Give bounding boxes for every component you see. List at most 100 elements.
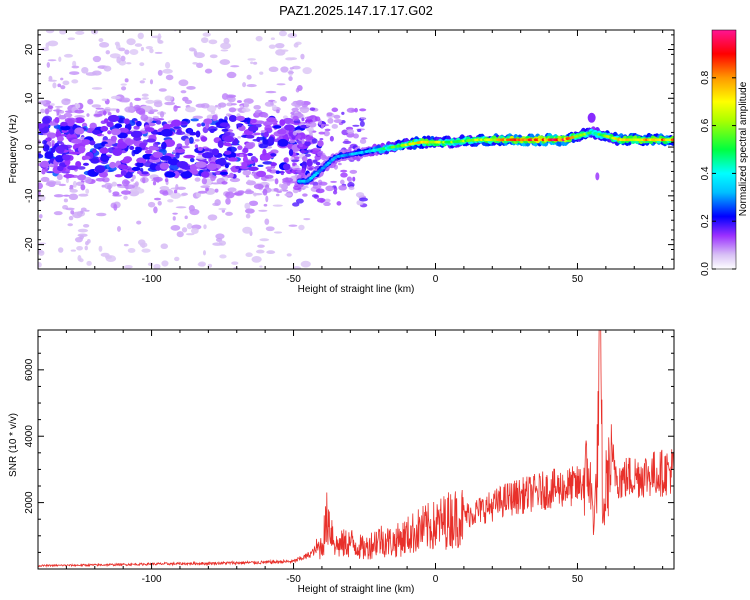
- heat-blob: [51, 140, 55, 145]
- heat-blob: [324, 128, 331, 132]
- heat-blob: [317, 140, 324, 147]
- heat-blob: [172, 216, 176, 221]
- heat-blob: [77, 233, 88, 238]
- heat-blob: [107, 130, 112, 135]
- heat-blob: [46, 171, 55, 174]
- heat-blob: [194, 139, 200, 142]
- heat-blob: [243, 102, 250, 108]
- heat-blob: [160, 243, 169, 250]
- heat-blob: [118, 47, 126, 52]
- heat-blob: [190, 118, 199, 122]
- heat-blob: [155, 164, 162, 171]
- heat-blob: [107, 24, 111, 28]
- spectrogram-heatmap: [38, 23, 674, 269]
- heat-blob: [229, 177, 241, 183]
- heat-blob: [197, 190, 208, 194]
- heat-blob: [312, 147, 322, 151]
- heat-blob: [248, 125, 259, 132]
- heat-blob: [232, 140, 238, 146]
- snr-xlabel: Height of straight line (km): [298, 584, 415, 595]
- heat-blob: [300, 148, 305, 154]
- heat-blob: [340, 172, 348, 178]
- heat-blob: [46, 61, 51, 68]
- heat-blob: [250, 118, 257, 124]
- heat-blob: [291, 159, 299, 163]
- heat-blob: [214, 188, 219, 193]
- heat-blob: [194, 177, 201, 182]
- heat-blob: [301, 168, 306, 174]
- heat-blob: [302, 67, 312, 75]
- heat-blob: [266, 178, 275, 182]
- heat-blob: [326, 112, 333, 117]
- heat-blob: [244, 190, 255, 195]
- heat-blob: [220, 49, 229, 52]
- heat-blob: [67, 37, 76, 41]
- heat-blob: [347, 181, 355, 188]
- heat-blob: [169, 163, 179, 171]
- heat-blob: [248, 24, 256, 29]
- heat-blob: [194, 144, 199, 149]
- heat-blob: [117, 164, 127, 170]
- heat-blob: [323, 130, 330, 137]
- heat-blob: [74, 115, 86, 119]
- heat-blob: [172, 212, 178, 215]
- heat-blob: [236, 100, 242, 104]
- heat-blob: [203, 118, 213, 125]
- heat-blob: [292, 162, 296, 167]
- heat-blob: [242, 147, 249, 154]
- heat-blob: [85, 72, 97, 76]
- heat-blob: [275, 170, 280, 174]
- heat-blob: [86, 260, 92, 266]
- heat-blob: [52, 82, 57, 89]
- heat-blob: [67, 165, 79, 171]
- heat-blob: [200, 136, 208, 142]
- heat-blob: [136, 220, 142, 225]
- heat-blob: [336, 201, 342, 206]
- heat-blob: [273, 188, 279, 192]
- heat-blob: [45, 30, 55, 34]
- snr-ylabel: SNR (10 * v/v): [8, 413, 19, 477]
- heat-blob: [112, 148, 123, 156]
- heat-blob: [217, 140, 224, 148]
- heat-blob: [256, 136, 261, 142]
- heat-blob: [186, 223, 193, 230]
- y-tick-label: 10: [24, 92, 35, 104]
- heat-blob: [291, 107, 299, 112]
- heat-blob: [71, 79, 79, 84]
- heat-blob: [100, 125, 109, 132]
- heat-blob: [60, 121, 68, 127]
- heat-blob: [176, 186, 186, 190]
- heat-blob: [211, 114, 218, 122]
- heat-blob: [202, 32, 211, 37]
- heat-blob: [137, 32, 144, 40]
- heat-blob: [147, 201, 156, 208]
- heat-blob: [116, 108, 120, 113]
- heat-blob: [314, 116, 321, 122]
- heat-blob: [259, 265, 263, 268]
- heat-blob: [63, 174, 75, 179]
- heat-blob: [189, 157, 195, 163]
- heat-blob: [348, 186, 355, 191]
- heat-blob: [311, 194, 319, 198]
- heat-blob: [308, 121, 317, 128]
- heat-blob: [116, 183, 122, 187]
- heat-blob: [300, 53, 305, 60]
- heat-blob: [292, 115, 299, 121]
- heat-blob: [90, 158, 100, 164]
- heat-blob: [268, 66, 279, 73]
- heat-blob: [299, 143, 304, 148]
- heat-blob: [293, 185, 302, 191]
- heat-blob: [38, 100, 47, 105]
- heat-blob: [173, 126, 182, 129]
- heat-blob: [155, 120, 162, 125]
- heat-blob: [235, 165, 241, 170]
- heat-blob: [38, 249, 44, 254]
- heat-blob: [62, 80, 70, 86]
- heat-blob: [77, 255, 82, 262]
- heat-blob: [150, 23, 158, 29]
- heat-blob: [95, 212, 107, 217]
- heat-blob: [68, 193, 79, 201]
- heat-blob: [167, 158, 180, 166]
- ridge-core: [670, 138, 674, 142]
